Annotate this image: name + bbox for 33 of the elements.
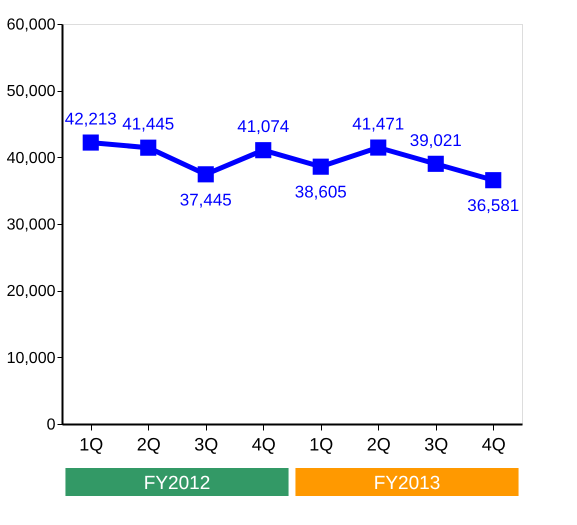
point	[255, 142, 272, 158]
data-label: 42,213	[64, 110, 117, 129]
text: FY2013	[374, 473, 440, 494]
x-tick-label: 1Q	[79, 434, 104, 454]
point	[485, 172, 502, 188]
data-label: 36,581	[467, 196, 520, 216]
x-tick-label: 3Q	[194, 434, 218, 454]
point	[82, 134, 99, 151]
x-tick-label: 2Q	[366, 434, 391, 454]
y-tick-label: 20,000	[6, 283, 56, 300]
data-label: 41,471	[352, 114, 404, 134]
point	[312, 158, 329, 175]
data-label: 39,021	[410, 130, 462, 150]
point	[198, 166, 214, 182]
data-label: 41,074	[237, 117, 290, 136]
y-tick-label: 60,000	[6, 16, 56, 34]
x-tick-label: 1Q	[309, 434, 334, 454]
y-tick-label: 10,000	[6, 350, 56, 367]
point	[140, 140, 156, 156]
data-label: 38,605	[294, 182, 347, 202]
x-tick-label: 4Q	[482, 434, 506, 454]
y-tick-label: 30,000	[6, 216, 56, 234]
x-tick-label: 3Q	[424, 434, 448, 454]
text: FY2012	[144, 473, 210, 494]
y-tick-label: 50,000	[6, 83, 56, 100]
y-tick-label: 0	[46, 416, 56, 434]
x-tick-label: 2Q	[136, 434, 161, 454]
data-label: 37,445	[180, 190, 232, 210]
x-tick-label: 4Q	[252, 434, 276, 454]
point	[370, 139, 386, 156]
y-tick-label: 40,000	[6, 150, 56, 167]
data-label: 41,445	[122, 114, 174, 134]
point	[428, 156, 444, 172]
